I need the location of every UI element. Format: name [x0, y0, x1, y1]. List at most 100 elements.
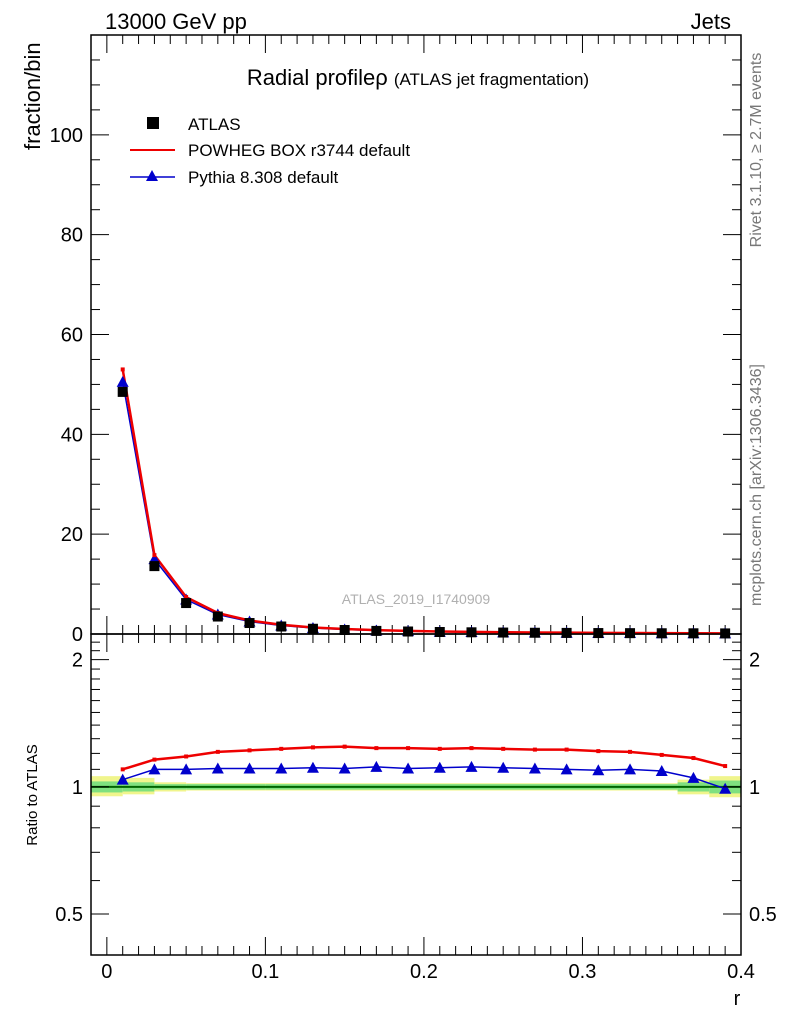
powheg-point: [120, 367, 125, 372]
powheg-point: [184, 595, 189, 600]
atlas-point: [466, 627, 477, 638]
header-process-label: Jets: [691, 9, 731, 34]
atlas-point: [212, 611, 223, 622]
ratio-y-tick-label-right: 0.5: [749, 904, 777, 926]
main-chart-title: Radial profileρ (ATLAS jet fragmentation): [247, 65, 589, 90]
ratio-pythia-point: [180, 763, 193, 775]
ratio-y-tick-labels: 0.5 0.5 1 1 2 2: [55, 650, 777, 926]
atlas-point: [434, 627, 445, 638]
atlas-point: [276, 621, 287, 632]
ratio-x-tick-label: 0.3: [569, 961, 597, 983]
ratio-pythia-point: [719, 782, 732, 794]
ratio-x-tick-label: 0.4: [727, 961, 755, 983]
title-symbol: ρ: [375, 65, 388, 90]
mcplots-label: mcplots.cern.ch [arXiv:1306.3436]: [748, 364, 765, 606]
ratio-panel-frame: [90, 633, 742, 956]
ratio-pythia-point: [592, 764, 605, 776]
main-y-axis-label: fraction/bin: [20, 42, 45, 150]
main-series-group: [116, 367, 732, 639]
atlas-point: [244, 618, 255, 629]
ratio-pythia-point: [116, 773, 129, 785]
ratio-pythia-point: [497, 761, 510, 773]
ratio-powheg-point: [215, 749, 220, 754]
ratio-powheg-point: [596, 749, 601, 754]
legend-powheg-label: POWHEG BOX r3744 default: [188, 141, 410, 160]
ratio-pythia-point: [402, 762, 415, 774]
pythia-point: [116, 375, 129, 387]
ratio-pythia-line: [122, 766, 726, 790]
legend-atlas-label: ATLAS: [188, 115, 241, 134]
header-energy-label: 13000 GeV pp: [105, 9, 247, 34]
ratio-series-group: [116, 744, 732, 794]
main-y-tick-label: 100: [50, 125, 83, 147]
main-y-tick-label: 0: [72, 624, 83, 646]
atlas-point: [149, 561, 160, 572]
ratio-powheg-point: [247, 748, 252, 753]
powheg-point: [152, 553, 157, 558]
ratio-powheg-point: [501, 746, 506, 751]
ratio-powheg-point: [184, 754, 189, 759]
ratio-x-tick-label: 0.1: [251, 961, 279, 983]
ratio-powheg-point: [342, 744, 347, 749]
powheg-line: [121, 369, 726, 635]
ratio-powheg-line: [122, 745, 726, 771]
atlas-point: [403, 626, 414, 637]
legend-atlas-marker: [147, 117, 159, 129]
atlas-point: [371, 625, 382, 636]
ratio-powheg-point: [691, 756, 696, 761]
rivet-label: Rivet 3.1.10, ≥ 2.7M events: [748, 53, 765, 248]
main-y-tick-label: 60: [61, 325, 83, 347]
main-y-tick-label: 20: [61, 524, 83, 546]
ratio-panel: 0.5 0.51 12 2 0 0.1 0.2 0.3 0.4 Ratio to ATLAS …: [24, 633, 777, 1010]
ratio-pythia-point: [655, 765, 668, 777]
title-main: Radial profile: [247, 65, 375, 90]
atlas-point: [307, 623, 318, 634]
main-y-tick-label: 80: [61, 225, 83, 247]
ratio-powheg-point: [120, 767, 125, 772]
ratio-powheg-point: [310, 745, 315, 750]
ratio-pythia-point: [624, 763, 637, 775]
atlas-point: [181, 598, 192, 609]
title-sub: (ATLAS jet fragmentation): [394, 70, 589, 89]
ratio-pythia-point: [306, 761, 319, 773]
ratio-y-axis-label: Ratio to ATLAS: [24, 744, 41, 845]
ratio-y-tick-label-left: 2: [72, 650, 83, 672]
main-y-tick-label: 40: [61, 424, 83, 446]
legend: ATLAS POWHEG BOX r3744 default Pythia 8.…: [130, 115, 410, 187]
ratio-pythia-point: [560, 763, 573, 775]
ratio-powheg-point: [374, 746, 379, 751]
x-axis-label: r: [734, 988, 741, 1010]
ratio-y-tick-label-right: 2: [749, 650, 760, 672]
ratio-pythia-point: [148, 763, 161, 775]
ratio-powheg-point: [532, 747, 537, 752]
ratio-pythia-point: [370, 760, 383, 772]
ratio-pythia-point: [275, 762, 288, 774]
atlas-point: [339, 625, 350, 636]
ratio-pythia-point: [528, 762, 541, 774]
ratio-axis-ticks: [90, 633, 742, 956]
ratio-x-tick-labels: 0 0.1 0.2 0.3 0.4: [101, 961, 755, 983]
ratio-x-tick-label: 0: [101, 961, 112, 983]
ratio-y-tick-label-left: 0.5: [55, 904, 83, 926]
ratio-powheg-point: [279, 746, 284, 751]
ratio-pythia-point: [465, 760, 478, 772]
main-y-tick-labels: 0 20 40 60 80 100: [50, 125, 83, 646]
ratio-powheg-point: [723, 764, 728, 769]
ratio-powheg-point: [564, 747, 569, 752]
ratio-y-tick-label-right: 1: [749, 777, 760, 799]
atlas-point: [498, 627, 509, 638]
ratio-powheg-point: [152, 757, 157, 762]
ratio-powheg-point: [469, 746, 474, 751]
ratio-pythia-point: [338, 762, 351, 774]
ratio-pythia-point: [687, 771, 700, 783]
atlas-point: [529, 627, 540, 638]
atlas-point: [117, 386, 128, 397]
ratio-pythia-point: [243, 762, 256, 774]
ratio-pythia-point: [211, 762, 224, 774]
ratio-powheg-point: [628, 749, 633, 754]
atlas-point: [593, 628, 604, 639]
main-panel: 0 20 40 60 80 100 ATLAS_2019_I1740909 fractio…: [20, 34, 742, 646]
ratio-x-tick-label: 0.2: [410, 961, 438, 983]
